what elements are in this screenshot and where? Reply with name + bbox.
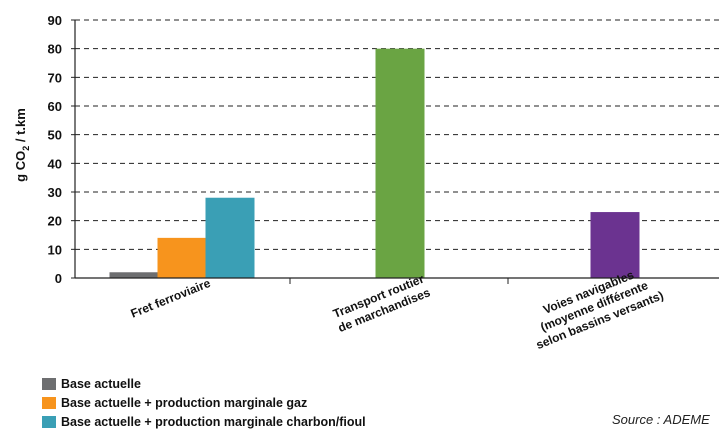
y-tick-label: 0: [55, 271, 62, 286]
y-tick-label: 30: [48, 185, 62, 200]
y-tick-labels: 0 10 20 30 40 50 60 70 80 90: [48, 13, 62, 286]
source-note: Source : ADEME: [612, 412, 710, 427]
y-tick-label: 20: [48, 214, 62, 229]
bar: [157, 237, 207, 278]
legend-item: Base actuelle + production marginale gaz: [42, 394, 366, 412]
legend-item: Base actuelle: [42, 375, 366, 393]
y-tick-label: 60: [48, 99, 62, 114]
bars: [109, 48, 640, 278]
bar: [375, 48, 425, 278]
y-tick-label: 50: [48, 128, 62, 143]
y-tick-label: 90: [48, 13, 62, 28]
legend-item: Base actuelle + production marginale cha…: [42, 413, 366, 431]
category-label: Fret ferroviaire: [129, 276, 213, 321]
bar: [109, 272, 159, 278]
y-tick-label: 10: [48, 242, 62, 257]
y-tick-label: 70: [48, 70, 62, 85]
legend: Base actuelle Base actuelle + production…: [42, 375, 366, 432]
y-tick-label: 40: [48, 156, 62, 171]
category-label-line: Fret ferroviaire: [129, 276, 213, 321]
legend-label: Base actuelle: [61, 377, 141, 391]
bar: [205, 197, 255, 278]
legend-label: Base actuelle + production marginale cha…: [61, 415, 366, 429]
legend-label: Base actuelle + production marginale gaz: [61, 396, 308, 410]
axes: [71, 19, 719, 284]
y-tick-label: 80: [48, 42, 62, 57]
y-axis-label: g CO2 / t.km: [13, 108, 31, 182]
legend-swatch: [42, 397, 56, 409]
bar: [590, 212, 640, 278]
legend-swatch: [42, 416, 56, 428]
legend-swatch: [42, 378, 56, 390]
